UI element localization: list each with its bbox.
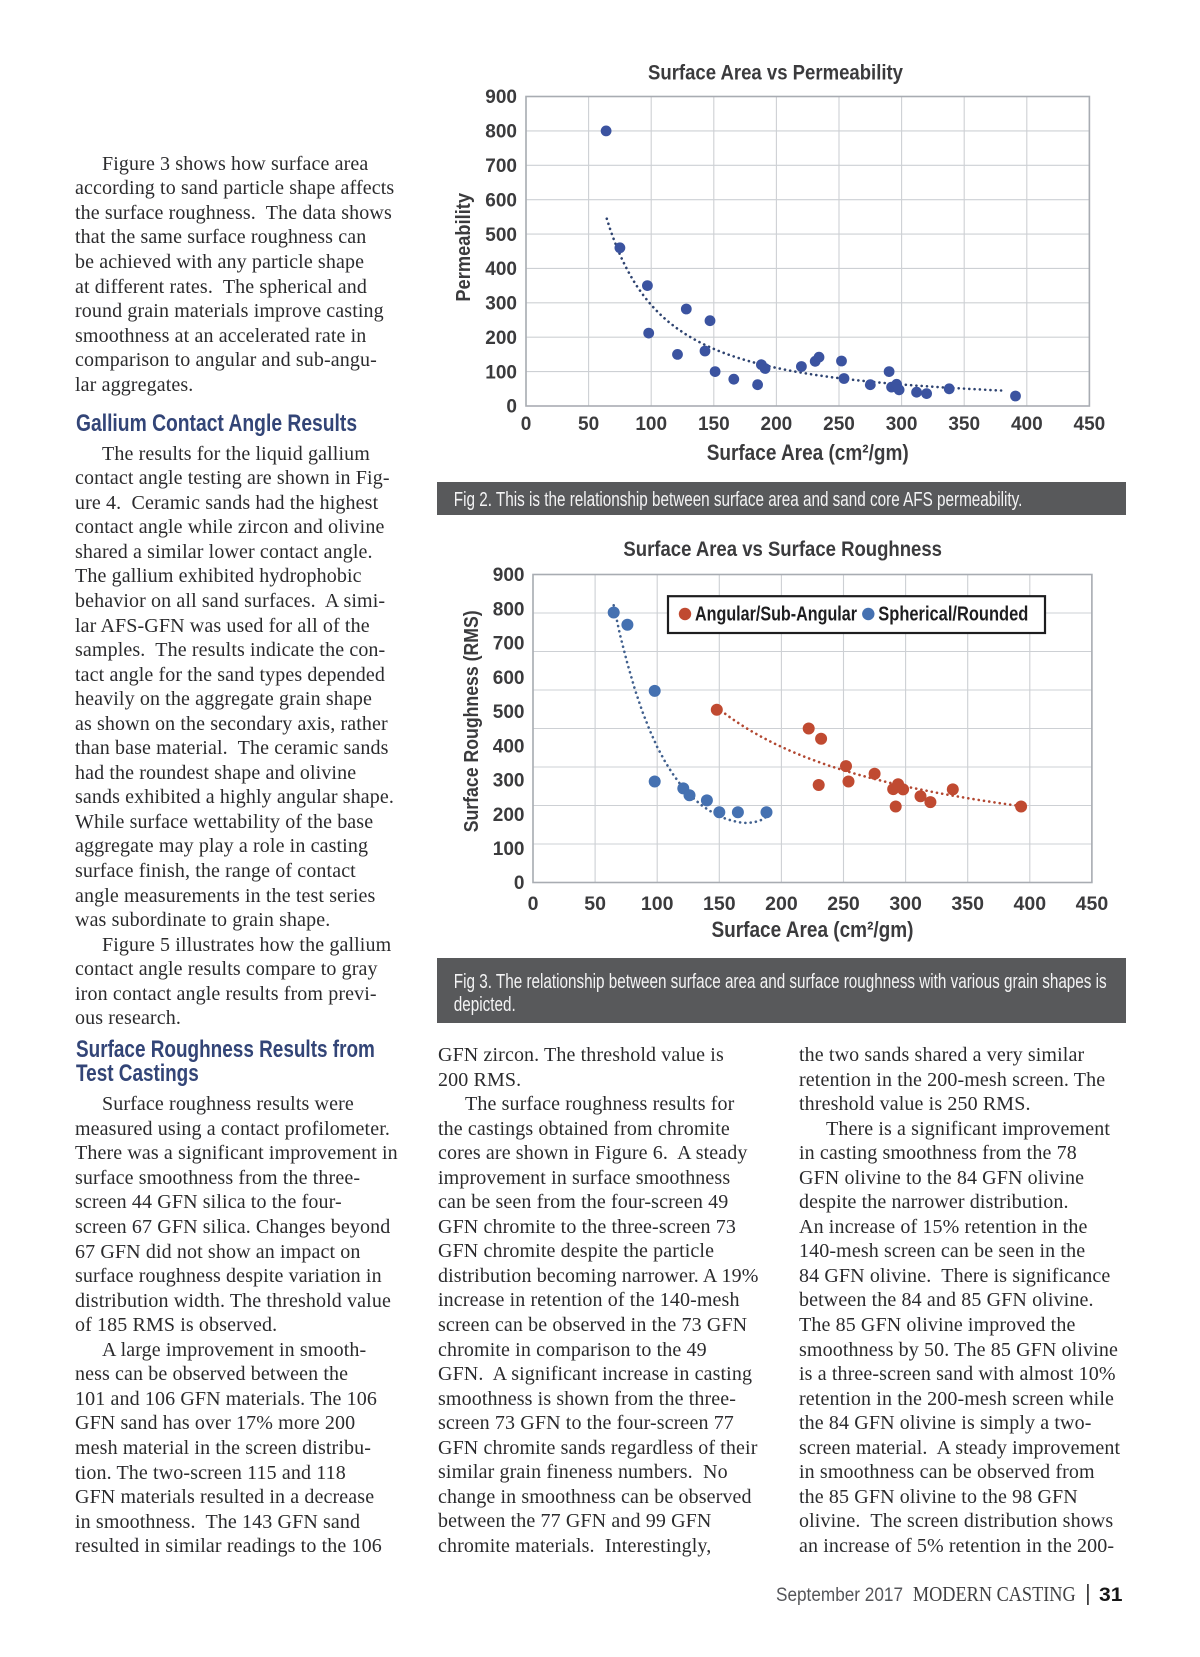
svg-text:100: 100 xyxy=(641,893,674,915)
svg-text:400: 400 xyxy=(1011,414,1043,435)
svg-text:Surface Area vs Surface Roughn: Surface Area vs Surface Roughness xyxy=(623,537,942,561)
svg-text:700: 700 xyxy=(493,634,525,655)
svg-text:400: 400 xyxy=(485,259,517,280)
svg-text:450: 450 xyxy=(1074,414,1106,435)
svg-text:300: 300 xyxy=(886,414,918,435)
svg-text:350: 350 xyxy=(951,893,984,915)
svg-text:500: 500 xyxy=(485,225,517,246)
svg-text:0: 0 xyxy=(521,414,532,435)
svg-text:Surface Area vs Permeability: Surface Area vs Permeability xyxy=(648,61,903,85)
svg-text:0: 0 xyxy=(506,397,517,418)
svg-text:800: 800 xyxy=(493,599,525,620)
svg-text:450: 450 xyxy=(1076,893,1109,915)
svg-text:0: 0 xyxy=(514,873,525,894)
svg-text:400: 400 xyxy=(493,736,525,757)
svg-text:Surface Area (cm²/gm): Surface Area (cm²/gm) xyxy=(712,917,914,942)
svg-text:Spherical/Rounded: Spherical/Rounded xyxy=(878,604,1028,626)
svg-text:900: 900 xyxy=(485,87,517,108)
svg-text:400: 400 xyxy=(1014,893,1047,915)
svg-text:200: 200 xyxy=(485,328,517,349)
svg-text:0: 0 xyxy=(528,893,539,915)
svg-text:200: 200 xyxy=(761,414,793,435)
svg-text:300: 300 xyxy=(485,294,517,315)
svg-text:800: 800 xyxy=(485,122,517,143)
svg-text:Angular/Sub-Angular: Angular/Sub-Angular xyxy=(695,604,857,626)
svg-text:31: 31 xyxy=(1099,1584,1123,1606)
svg-text:150: 150 xyxy=(698,414,730,435)
svg-text:September 2017: September 2017 xyxy=(776,1584,903,1606)
svg-text:900: 900 xyxy=(493,565,525,586)
svg-text:200: 200 xyxy=(765,893,798,915)
svg-text:Permeability: Permeability xyxy=(453,192,475,301)
svg-text:100: 100 xyxy=(493,839,525,860)
svg-text:500: 500 xyxy=(493,702,525,723)
svg-text:100: 100 xyxy=(635,414,667,435)
svg-text:100: 100 xyxy=(485,362,517,383)
svg-text:600: 600 xyxy=(493,668,525,689)
svg-text:250: 250 xyxy=(827,893,860,915)
svg-text:150: 150 xyxy=(703,893,736,915)
svg-text:Surface Area (cm²/gm): Surface Area (cm²/gm) xyxy=(707,440,909,465)
svg-text:Surface Roughness (RMS): Surface Roughness (RMS) xyxy=(460,610,483,832)
svg-text:600: 600 xyxy=(485,190,517,211)
svg-text:MODERN CASTING: MODERN CASTING xyxy=(913,1584,1076,1606)
svg-text:50: 50 xyxy=(584,893,606,915)
svg-text:300: 300 xyxy=(493,771,525,792)
svg-text:200: 200 xyxy=(493,805,525,826)
svg-text:300: 300 xyxy=(889,893,922,915)
svg-text:250: 250 xyxy=(823,414,855,435)
svg-text:700: 700 xyxy=(485,156,517,177)
svg-text:350: 350 xyxy=(948,414,980,435)
svg-text:50: 50 xyxy=(578,414,599,435)
